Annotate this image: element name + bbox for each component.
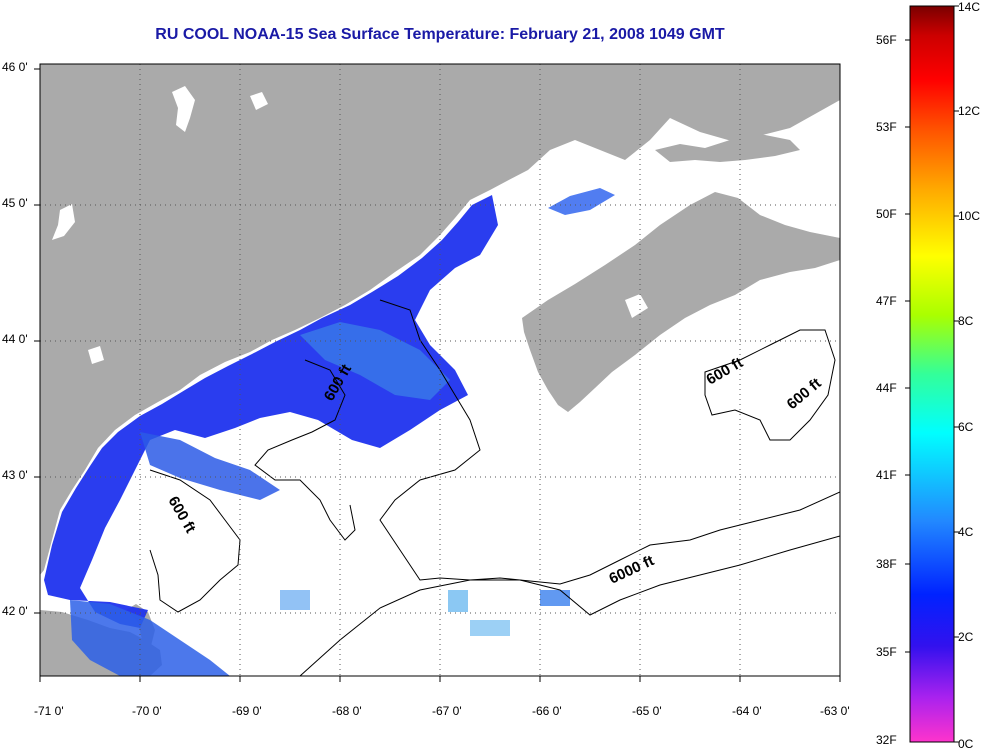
sst-streak-2 <box>140 432 280 500</box>
sst-patch-southeast <box>470 620 510 636</box>
graticule <box>40 64 840 676</box>
colorbar-c-6: 6C <box>958 420 974 434</box>
sst-coastal-band <box>44 195 498 628</box>
contour-6000 <box>299 535 840 676</box>
colorbar-f-44: 44F <box>876 381 897 395</box>
lat-label-46: 46 0' <box>2 60 28 74</box>
lat-label-43: 43 0' <box>2 468 28 482</box>
bathymetry-contours <box>149 299 840 676</box>
sst-patch-east <box>448 590 468 612</box>
colorbar <box>909 5 955 743</box>
lon-label-63: -63 0' <box>820 704 850 718</box>
lat-label-44: 44 0' <box>2 332 28 346</box>
colorbar-c-14: 14C <box>958 0 981 14</box>
lon-label-65: -65 0' <box>632 704 662 718</box>
lake-3 <box>88 346 104 364</box>
colorbar-c-0: 0C <box>958 737 974 751</box>
colorbar-f-35: 35F <box>876 645 897 659</box>
lake-1 <box>172 86 195 132</box>
lon-label-64: -64 0' <box>732 704 762 718</box>
sst-patch-south <box>70 600 230 676</box>
colorbar-f-50: 50F <box>876 207 897 221</box>
lat-label-42: 42 0' <box>2 604 28 618</box>
contour-600-west <box>149 469 241 613</box>
lon-label-66: -66 0' <box>532 704 562 718</box>
axis-ticks <box>34 68 841 682</box>
contour-600-east-shelf <box>704 329 836 441</box>
colorbar-c-4: 4C <box>958 525 974 539</box>
lake-2 <box>52 204 75 240</box>
colorbar-f-53: 53F <box>876 120 897 134</box>
nova-scotia-land <box>522 192 840 412</box>
lon-label-69: -69 0' <box>232 704 262 718</box>
sst-patch-bay-of-fundy <box>548 188 615 215</box>
colorbar-f-32: 32F <box>876 733 897 747</box>
sst-patch-mid <box>280 590 310 610</box>
colorbar-c-12: 12C <box>958 104 981 118</box>
lon-label-67: -67 0' <box>432 704 462 718</box>
lon-label-71: -71 0' <box>34 704 64 718</box>
lake-5 <box>250 92 268 110</box>
colorbar-c-2: 2C <box>958 630 974 644</box>
colorbar-c-10: 10C <box>958 209 981 223</box>
mainland-land <box>40 64 840 575</box>
lat-label-45: 45 0' <box>2 196 28 210</box>
lon-label-70: -70 0' <box>132 704 162 718</box>
pei-land <box>655 134 800 162</box>
contour-600-gulf <box>379 299 840 585</box>
lake-4 <box>625 294 648 318</box>
colorbar-f-38: 38F <box>876 557 897 571</box>
colorbar-c-8: 8C <box>958 314 974 328</box>
contour-600-gulf-inner <box>254 359 356 541</box>
sst-patch-georges <box>540 590 570 606</box>
colorbar-f-41: 41F <box>876 468 897 482</box>
chart-title: RU COOL NOAA-15 Sea Surface Temperature:… <box>155 26 725 43</box>
sst-streak-1 <box>300 322 450 400</box>
colorbar-ticks <box>905 5 959 743</box>
colorbar-f-56: 56F <box>876 33 897 47</box>
colorbar-f-47: 47F <box>876 294 897 308</box>
lon-label-68: -68 0' <box>332 704 362 718</box>
